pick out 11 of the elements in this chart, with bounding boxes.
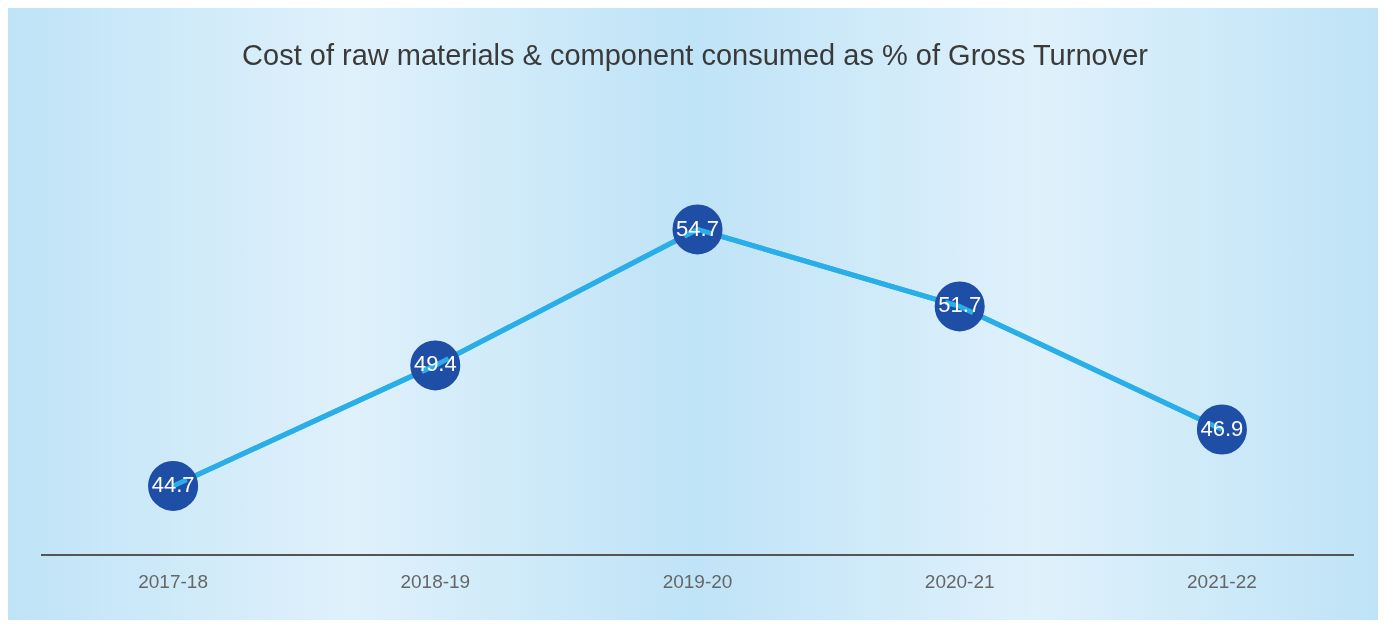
data-label: 51.7 (938, 292, 982, 318)
data-label: 44.7 (151, 472, 195, 498)
x-tick-label: 2021-22 (1187, 570, 1257, 592)
x-tick-label: 2019-20 (662, 570, 733, 592)
x-tick-label: 2017-18 (138, 570, 208, 592)
x-tick-label: 2020-21 (924, 570, 995, 592)
data-label: 49.4 (413, 351, 457, 377)
chart-title: Cost of raw materials & component consumed as % of Gross Turnover (242, 39, 1149, 72)
x-tick-label: 2018-19 (400, 570, 471, 592)
data-label: 46.9 (1200, 415, 1244, 441)
data-label: 54.7 (676, 215, 719, 241)
